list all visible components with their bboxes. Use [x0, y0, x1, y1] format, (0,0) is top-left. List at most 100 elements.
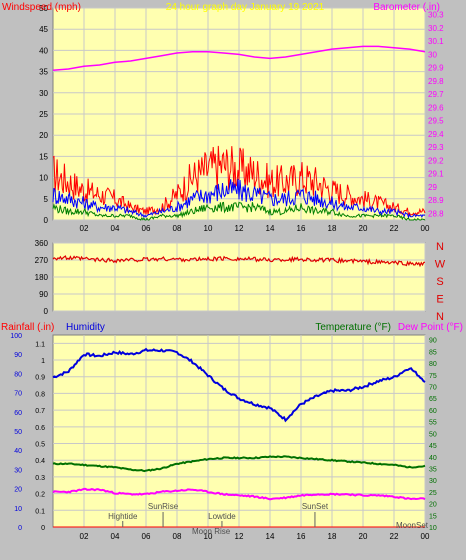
temp-x-tick: 14 [266, 532, 275, 541]
wind-x-tick: 12 [235, 224, 244, 233]
humidity-tick: 20 [14, 487, 22, 494]
chart-title: 24 hour graph day January 19 2021 [166, 2, 325, 13]
temperature-tick: 20 [429, 502, 437, 509]
temperature-tick: 75 [429, 373, 437, 380]
temperature-tick: 60 [429, 408, 437, 415]
annotation-label: Hightide [108, 512, 138, 521]
barometer-tick: 29.9 [428, 64, 444, 73]
barometer-tick: 29.6 [428, 103, 444, 112]
wind-left-tick: 0 [44, 216, 49, 225]
barometer-tick: 29.4 [428, 130, 444, 139]
compass-label: S [436, 276, 443, 288]
rain-tick: 0.4 [35, 458, 45, 465]
humidity-tick: 40 [14, 448, 22, 455]
annotation-label: SunSet [302, 502, 329, 511]
wind-left-tick: 20 [39, 131, 48, 140]
wind-x-tick: 18 [328, 224, 337, 233]
wind-left-tick: 35 [39, 68, 48, 77]
temperature-tick: 30 [429, 478, 437, 485]
wind-left-tick: 40 [39, 46, 48, 55]
barometer-tick: 28.9 [428, 196, 444, 205]
humidity-tick: 0 [18, 525, 22, 532]
barometer-tick: 29.3 [428, 143, 444, 152]
temp-x-tick: 22 [390, 532, 399, 541]
direction-tick: 0 [44, 307, 49, 316]
temp-x-tick: 00 [421, 532, 430, 541]
annotation-label: Moon Rise [192, 527, 231, 536]
temp-x-tick: 16 [297, 532, 306, 541]
temp-x-tick: 12 [235, 532, 244, 541]
temperature-tick: 85 [429, 349, 437, 356]
barometer-tick: 28.8 [428, 209, 444, 218]
temperature-tick: 25 [429, 490, 437, 497]
wind-left-tick: 30 [39, 89, 48, 98]
wind-x-tick: 16 [297, 224, 306, 233]
barometer-tick: 30.2 [428, 24, 444, 33]
wind-x-tick: 20 [359, 224, 368, 233]
wind-left-tick: 45 [39, 25, 48, 34]
temperature-axis-label: Temperature (°F) [315, 322, 391, 333]
humidity-tick: 30 [14, 467, 22, 474]
temp-x-tick: 02 [80, 532, 89, 541]
wind-x-tick: 08 [173, 224, 182, 233]
humidity-tick: 90 [14, 352, 22, 359]
rain-tick: 0.3 [35, 475, 45, 482]
temp-x-tick: 18 [328, 532, 337, 541]
rainfall-axis-label: Rainfall (.in) [1, 322, 54, 333]
humidity-tick: 50 [14, 429, 22, 436]
barometer-tick: 29.1 [428, 170, 444, 179]
temp-x-tick: 20 [359, 532, 368, 541]
temperature-tick: 35 [429, 466, 437, 473]
compass-label: N [436, 241, 444, 253]
rain-tick: 0.6 [35, 425, 45, 432]
temperature-tick: 55 [429, 420, 437, 427]
compass-label: E [436, 294, 443, 306]
direction-tick: 270 [35, 256, 49, 265]
rain-tick: 0.1 [35, 508, 45, 515]
wind-left-tick: 15 [39, 152, 48, 161]
wind-x-tick: 04 [111, 224, 120, 233]
temp-x-tick: 08 [173, 532, 182, 541]
temperature-tick: 50 [429, 431, 437, 438]
rain-tick: 0.8 [35, 391, 45, 398]
temperature-tick: 90 [429, 338, 437, 345]
wind-x-tick: 10 [204, 224, 213, 233]
temp-x-tick: 04 [111, 532, 120, 541]
rain-tick: 1.1 [35, 341, 45, 348]
wind-x-tick: 00 [421, 224, 430, 233]
barometer-tick: 29.2 [428, 156, 444, 165]
wind-left-tick: 5 [44, 195, 49, 204]
dewpoint-axis-label: Dew Point (°F) [398, 322, 463, 333]
compass-label: W [435, 259, 446, 271]
direction-tick: 180 [35, 273, 49, 282]
temperature-tick: 40 [429, 455, 437, 462]
humidity-tick: 80 [14, 371, 22, 378]
temp-x-tick: 06 [142, 532, 151, 541]
wind-left-tick: 25 [39, 110, 48, 119]
wind-x-tick: 06 [142, 224, 151, 233]
annotation-label: MoonSet [396, 521, 429, 530]
humidity-tick: 60 [14, 410, 22, 417]
humidity-axis-label: Humidity [66, 322, 105, 333]
wind-x-tick: 02 [80, 224, 89, 233]
barometer-tick: 30 [428, 50, 437, 59]
temperature-tick: 65 [429, 396, 437, 403]
humidity-tick: 70 [14, 391, 22, 398]
barometer-tick: 29.8 [428, 77, 444, 86]
wind-left-tick: 10 [39, 174, 48, 183]
barometer-tick: 30.1 [428, 37, 444, 46]
temperature-tick: 70 [429, 385, 437, 392]
temperature-tick: 10 [429, 525, 437, 532]
temperature-tick: 15 [429, 513, 437, 520]
direction-tick: 360 [35, 239, 49, 248]
rain-tick: 0.7 [35, 408, 45, 415]
rain-tick: 0.2 [35, 492, 45, 499]
temperature-tick: 80 [429, 361, 437, 368]
humidity-tick: 10 [14, 506, 22, 513]
wind-x-tick: 22 [390, 224, 399, 233]
barometer-tick: 29 [428, 183, 437, 192]
barometer-tick: 29.7 [428, 90, 444, 99]
wind-x-tick: 14 [266, 224, 275, 233]
